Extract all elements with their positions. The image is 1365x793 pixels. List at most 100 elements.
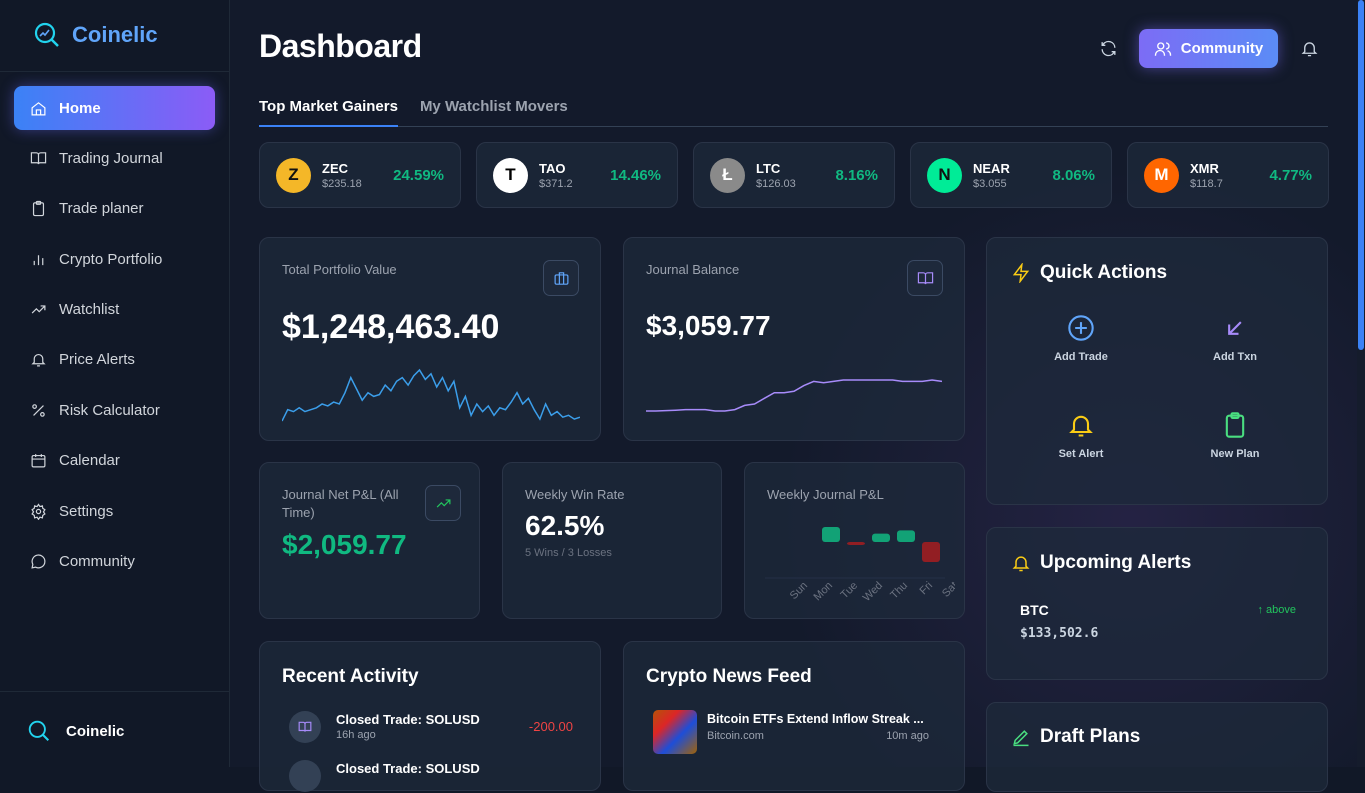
sidebar-item-label: Home [59, 99, 101, 117]
sidebar-item-settings[interactable]: Settings [14, 489, 215, 533]
alert-price: $133,502.6 [1020, 626, 1099, 641]
gainer-change: 14.46% [610, 166, 661, 184]
add-trade-label: Add Trade [1054, 351, 1108, 363]
near-coin-icon: N [927, 157, 962, 193]
notifications-button[interactable] [1297, 37, 1321, 61]
gainer-symbol: ZEC [322, 160, 348, 176]
gear-icon [31, 502, 46, 520]
sidebar-item-watchlist[interactable]: Watchlist [14, 288, 215, 332]
bell-icon [31, 354, 46, 367]
weekly-pnl-title: Weekly Journal P&L [767, 487, 884, 502]
sidebar-item-label: Watchlist [59, 301, 120, 319]
xmr-coin-icon: M [1144, 157, 1179, 193]
gainer-card-zec[interactable]: Z ZEC $235.18 24.59% [259, 142, 461, 208]
scrollbar-thumb[interactable] [1358, 0, 1364, 350]
gainer-card-xmr[interactable]: M XMR $118.7 4.77% [1127, 142, 1329, 208]
news-item-title: Bitcoin ETFs Extend Inflow Streak ... [707, 712, 924, 726]
set-alert-button[interactable]: Set Alert [1006, 411, 1156, 460]
new-plan-button[interactable]: New Plan [1160, 411, 1310, 460]
alerts-title: Upcoming Alerts [1040, 552, 1192, 573]
set-alert-label: Set Alert [1058, 448, 1104, 460]
refresh-icon [1100, 40, 1116, 57]
sparkline-line [646, 379, 942, 412]
home-icon [31, 101, 46, 115]
book-open-icon [30, 152, 47, 165]
gainer-change: 8.06% [1052, 166, 1095, 184]
bell-icon [1301, 42, 1317, 57]
gainer-symbol: TAO [539, 160, 566, 176]
activity-item[interactable]: Closed Trade: SOLUSD [289, 759, 573, 793]
bar-mon[interactable] [822, 527, 840, 542]
clipboard-icon [32, 201, 45, 217]
quick-actions-card: Quick Actions Add Trade Add Txn Set Aler… [986, 237, 1328, 505]
gainer-change: 4.77% [1269, 166, 1312, 184]
app-name: Coinelic [72, 22, 158, 47]
net-pnl-value: $2,059.77 [282, 529, 407, 560]
win-rate-sub: 5 Wins / 3 Losses [525, 547, 612, 559]
activity-item-amount: -200.00 [528, 719, 573, 734]
sidebar-item-trade-planer[interactable]: Trade planer [14, 187, 215, 231]
sidebar-item-crypto-portfolio[interactable]: Crypto Portfolio [14, 237, 215, 281]
quick-actions-header: Quick Actions [1011, 262, 1167, 284]
tick-label: Fri [918, 580, 936, 598]
sidebar-item-calendar[interactable]: Calendar [14, 439, 215, 483]
sidebar-item-home[interactable]: Home [14, 86, 215, 130]
logo-icon [28, 720, 50, 742]
gainer-card-near[interactable]: N NEAR $3.055 8.06% [910, 142, 1112, 208]
logo[interactable]: Coinelic [34, 22, 158, 48]
journal-balance-value: $3,059.77 [646, 310, 771, 341]
sidebar-item-label: Calendar [59, 452, 120, 470]
add-trade-button[interactable]: Add Trade [1006, 314, 1156, 363]
bar-wed[interactable] [872, 533, 890, 542]
sidebar-item-risk-calculator[interactable]: Risk Calculator [14, 388, 215, 432]
portfolio-button[interactable] [543, 260, 579, 296]
lightning-icon [1012, 263, 1030, 283]
activity-item[interactable]: Closed Trade: SOLUSD 16h ago -200.00 [289, 710, 573, 744]
net-pnl-button[interactable] [425, 485, 461, 521]
tab-top-market-gainers[interactable]: Top Market Gainers [259, 96, 398, 127]
bell-icon [1069, 415, 1093, 437]
alert-item[interactable]: BTC ↑ above $133,502.6 [1020, 602, 1296, 641]
journal-balance-label: Journal Balance [646, 262, 740, 277]
gainer-price: $3.055 [973, 177, 1007, 190]
plus-circle-icon [1068, 315, 1094, 341]
drafts-title: Draft Plans [1040, 726, 1141, 747]
sidebar-item-community[interactable]: Community [14, 540, 215, 584]
gainer-card-ltc[interactable]: Ł LTC $126.03 8.16% [693, 142, 895, 208]
refresh-button[interactable] [1096, 37, 1120, 61]
news-item-source: Bitcoin.com [707, 730, 764, 742]
clipboard-icon [1225, 412, 1245, 438]
journal-balance-card: Journal Balance $3,059.77 [623, 237, 965, 441]
add-txn-label: Add Txn [1213, 351, 1257, 363]
scrollbar[interactable] [1357, 0, 1365, 767]
journal-button[interactable] [907, 260, 943, 296]
activity-icon-badge [289, 760, 321, 792]
community-button[interactable]: Community [1139, 29, 1278, 68]
bar-fri[interactable] [922, 542, 940, 562]
calendar-icon [31, 454, 46, 468]
sidebar-item-label: Trade planer [59, 200, 144, 218]
arrow-down-left-icon [1228, 321, 1242, 335]
bar-tue[interactable] [847, 542, 865, 545]
sidebar-item-price-alerts[interactable]: Price Alerts [14, 338, 215, 382]
sidebar-item-label: Community [59, 553, 135, 571]
news-item[interactable]: Bitcoin ETFs Extend Inflow Streak ... Bi… [653, 710, 929, 754]
logo-icon [34, 22, 59, 47]
draft-plans-card: Draft Plans [986, 702, 1328, 792]
trending-up-icon [31, 305, 46, 314]
gainers-tabs: Top Market Gainers My Watchlist Movers [259, 96, 1328, 127]
gainer-change: 24.59% [393, 166, 444, 184]
tick-label: Sat [940, 580, 955, 600]
bar-thu[interactable] [897, 530, 915, 542]
tab-watchlist-movers[interactable]: My Watchlist Movers [419, 98, 568, 115]
sidebar-footer: Coinelic [0, 691, 229, 742]
sidebar-item-trading-journal[interactable]: Trading Journal [14, 136, 215, 180]
ltc-coin-icon: Ł [710, 157, 745, 193]
footer-app-name: Coinelic [66, 722, 125, 740]
net-pnl-card: Journal Net P&L (All Time) $2,059.77 [259, 462, 480, 619]
sidebar-item-label: Risk Calculator [59, 401, 160, 419]
news-thumbnail [653, 710, 697, 754]
gainer-card-tao[interactable]: T TAO $371.2 14.46% [476, 142, 678, 208]
add-txn-button[interactable]: Add Txn [1160, 314, 1310, 363]
tick-label: Tue [839, 580, 861, 602]
